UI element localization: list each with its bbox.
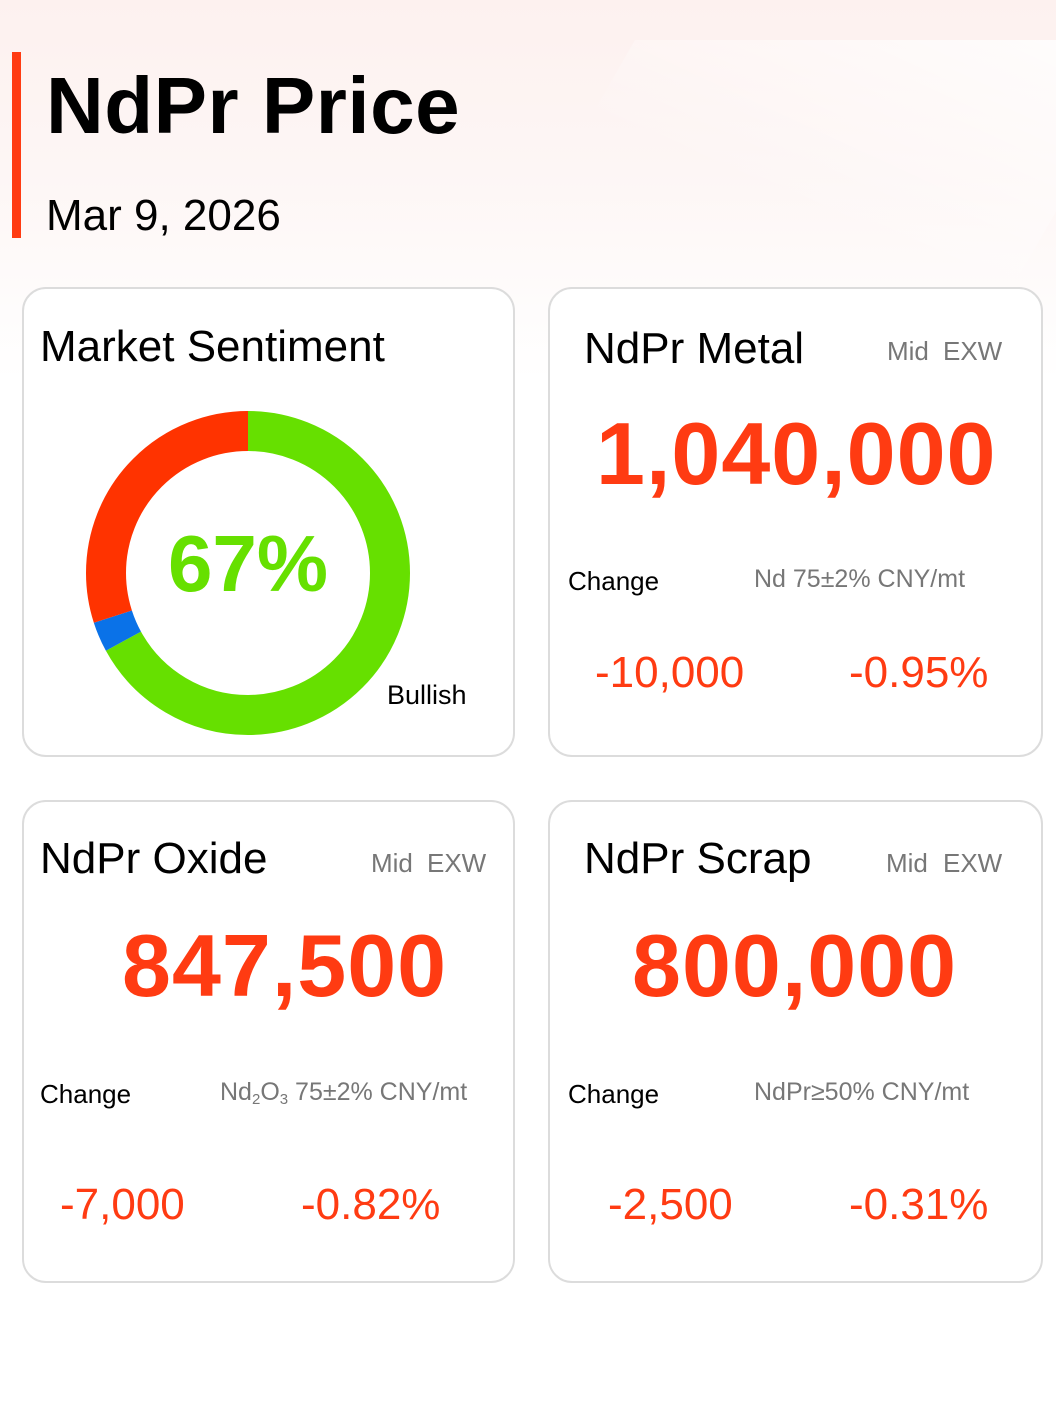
metal-change-abs: -10,000 — [595, 648, 745, 697]
metal-tag-mid: Mid — [887, 336, 929, 366]
scrap-tag-exw: EXW — [943, 848, 1003, 878]
page-title: NdPr Price — [46, 61, 461, 150]
bullish-percentage: 67% — [167, 519, 329, 608]
oxide-change-abs: -7,000 — [60, 1180, 185, 1229]
ndpr-metal-card: NdPr Metal Mid EXW 1,040,000 Change Nd 7… — [548, 287, 1043, 757]
oxide-spec: Nd2O3 75±2% CNY/mt — [220, 1077, 467, 1115]
metal-tag-exw: EXW — [943, 336, 1003, 366]
scrap-title: NdPr Scrap — [584, 834, 812, 883]
oxide-spec-part-c: 75±2% CNY/mt — [288, 1078, 468, 1106]
ndpr-oxide-card: NdPr Oxide Mid EXW 847,500 Change Nd2O3 … — [22, 800, 515, 1283]
oxide-tag-exw: EXW — [427, 848, 487, 878]
oxide-spec-part-b: O — [260, 1078, 280, 1106]
market-sentiment-card: Market Sentiment 67% Bullish — [22, 287, 515, 757]
scrap-change-pct: -0.31% — [849, 1180, 989, 1229]
donut-segment-bearish — [86, 411, 410, 735]
oxide-title: NdPr Oxide — [40, 834, 268, 883]
sentiment-donut-chart — [86, 411, 410, 735]
metal-spec: Nd 75±2% CNY/mt — [754, 565, 966, 593]
oxide-spec-sub-2: 3 — [279, 1091, 289, 1108]
page-date: Mar 9, 2026 — [46, 191, 281, 240]
scrap-change-abs: -2,500 — [608, 1180, 733, 1229]
sentiment-caption: Bullish — [387, 680, 467, 710]
metal-title: NdPr Metal — [584, 324, 805, 373]
oxide-change-pct: -0.82% — [301, 1180, 441, 1229]
oxide-price: 847,500 — [122, 916, 448, 1015]
metal-change-label: Change — [568, 566, 660, 596]
metal-change-pct: -0.95% — [849, 648, 989, 697]
scrap-tag-mid: Mid — [886, 848, 928, 878]
title-accent-bar — [12, 52, 21, 238]
oxide-spec-sub-1: 2 — [251, 1091, 261, 1108]
metal-price: 1,040,000 — [596, 404, 997, 503]
ndpr-scrap-card: NdPr Scrap Mid EXW 800,000 Change NdPr≥5… — [548, 800, 1043, 1283]
sentiment-title: Market Sentiment — [40, 322, 385, 371]
scrap-change-label: Change — [568, 1079, 660, 1109]
scrap-price: 800,000 — [632, 916, 958, 1015]
oxide-tag-mid: Mid — [371, 848, 413, 878]
scrap-spec: NdPr≥50% CNY/mt — [754, 1078, 970, 1106]
oxide-spec-part-a: Nd — [220, 1078, 252, 1106]
oxide-change-label: Change — [40, 1079, 132, 1109]
